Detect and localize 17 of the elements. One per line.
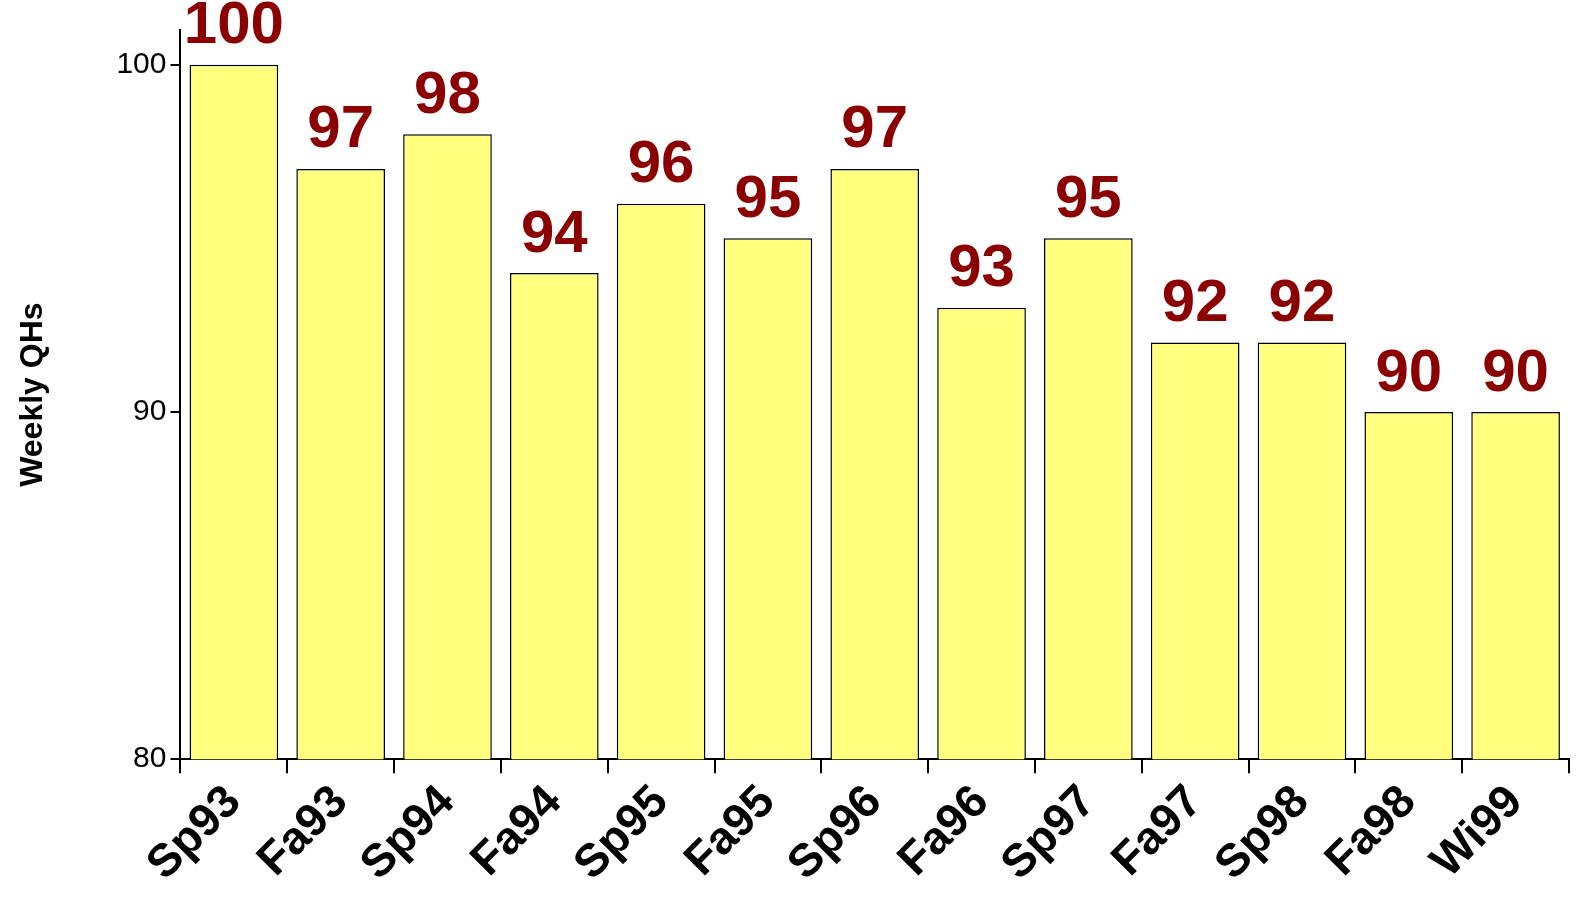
data-label: 92 [1268, 267, 1336, 335]
y-tick-label: 90 [133, 393, 167, 427]
data-label: 97 [307, 93, 375, 161]
data-label: 93 [948, 232, 1015, 300]
y-tick-label: 100 [116, 45, 167, 79]
data-label: 94 [520, 197, 589, 265]
data-label: 100 [183, 0, 284, 57]
data-label: 95 [1054, 162, 1122, 230]
y-axis-title: Weekly QHs [13, 302, 50, 487]
data-label: 95 [734, 162, 802, 230]
data-label: 90 [1375, 336, 1443, 404]
data-label: 92 [1161, 267, 1229, 335]
data-label: 96 [627, 128, 695, 196]
data-label: 97 [841, 93, 909, 161]
data-label: 90 [1482, 336, 1549, 404]
data-label: 98 [414, 58, 481, 126]
y-tick-label: 80 [133, 740, 167, 774]
